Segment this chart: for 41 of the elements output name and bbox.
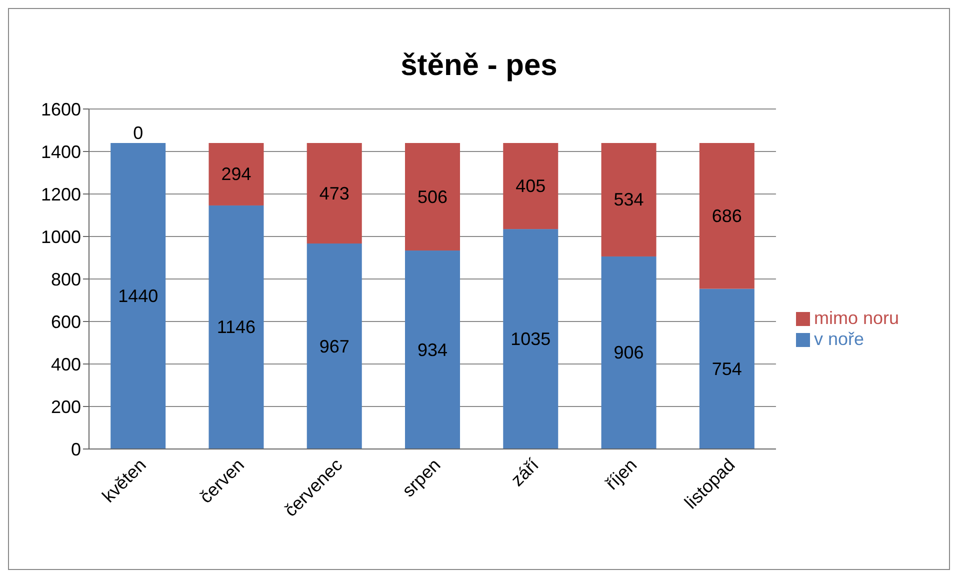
legend-label: mimo noru (814, 308, 899, 328)
data-label: 1146 (216, 317, 256, 338)
y-tick-label: 1000 (40, 226, 81, 247)
legend-label: v noře (814, 329, 864, 349)
bar (601, 256, 656, 449)
bar (601, 143, 656, 256)
data-label: 754 (712, 358, 742, 379)
y-tick-label: 600 (50, 312, 81, 332)
y-tick-label: 1200 (40, 184, 81, 204)
data-label: 686 (712, 206, 742, 226)
data-label: 934 (417, 340, 448, 360)
y-tick-label: 1600 (40, 99, 81, 120)
bar (405, 250, 460, 449)
bar (503, 229, 558, 449)
chart-title: štěně - pes (400, 49, 558, 84)
x-tick-label: září (507, 454, 542, 490)
bar (208, 143, 264, 206)
data-label: 967 (319, 336, 350, 356)
data-label: 473 (319, 183, 350, 204)
bar (306, 244, 362, 449)
y-tick-label: 200 (50, 396, 81, 417)
data-label: 405 (516, 176, 546, 196)
bar (503, 143, 558, 230)
x-tick-label: říjen (602, 454, 641, 494)
data-label: 1440 (118, 286, 158, 306)
data-label: 506 (417, 186, 448, 207)
data-label: 294 (221, 164, 252, 184)
bar (405, 143, 460, 251)
data-label: 906 (614, 342, 644, 363)
bar (110, 143, 166, 449)
bar (699, 143, 754, 289)
y-tick-label: 400 (50, 354, 81, 374)
bar (699, 288, 754, 449)
data-label: 534 (614, 190, 644, 210)
y-tick-label: 0 (70, 439, 81, 460)
bar (208, 205, 264, 449)
data-label: 1035 (510, 329, 551, 350)
y-tick-label: 1400 (40, 142, 81, 162)
y-tick-label: 800 (50, 269, 81, 290)
data-label: 0 (133, 123, 144, 143)
bar (306, 143, 362, 244)
